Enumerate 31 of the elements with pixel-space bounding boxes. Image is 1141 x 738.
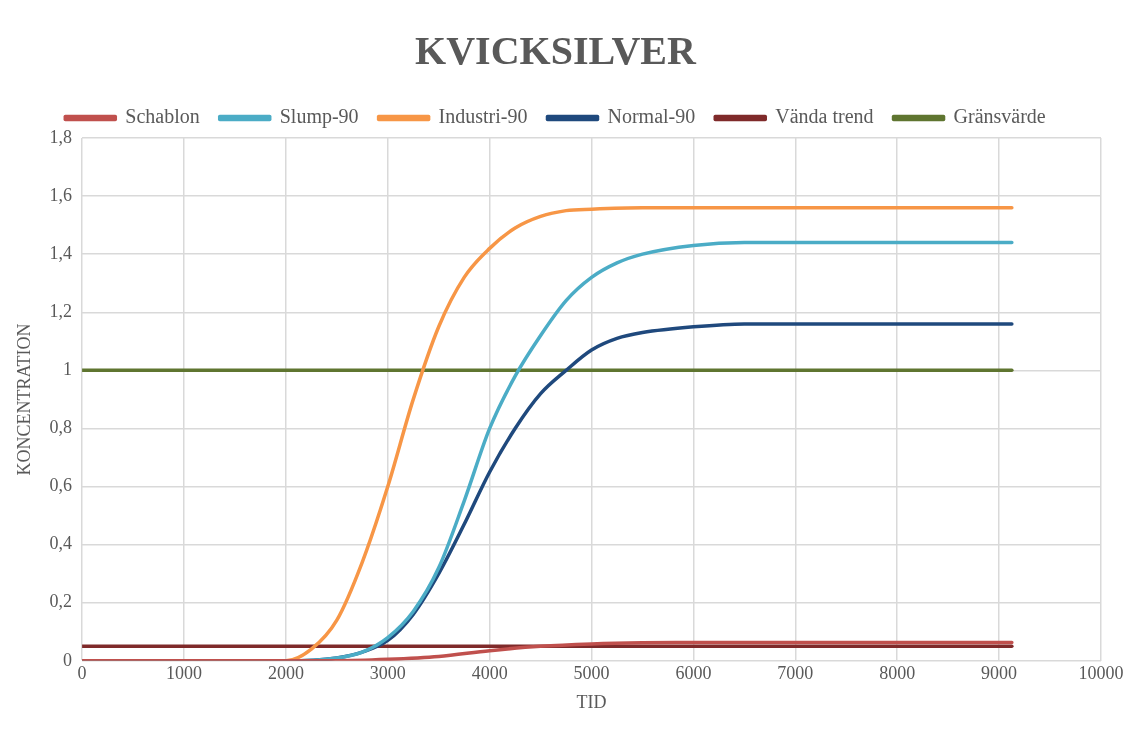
y-tick-label: 0 <box>63 649 73 670</box>
x-tick-label: 1000 <box>165 663 202 684</box>
x-tick-label: 9000 <box>981 663 1018 684</box>
legend-label: Normal-90 <box>607 105 696 128</box>
x-tick-label: 5000 <box>573 663 610 684</box>
legend-label: Gränsvärde <box>953 105 1046 128</box>
legend-label: Schablon <box>125 105 200 128</box>
line-series <box>82 640 1014 661</box>
x-tick-label: 0 <box>77 663 87 684</box>
y-tick-label: 0,2 <box>49 591 73 612</box>
x-tick-label: 6000 <box>675 663 712 684</box>
y-tick-label: 1 <box>63 359 73 380</box>
y-tick-label: 1,2 <box>49 301 73 321</box>
x-axis-title: TID <box>576 691 607 712</box>
legend-label: Slump-90 <box>279 105 359 129</box>
y-axis-title: KONCENTRATION <box>13 323 34 476</box>
x-tick-label: 3000 <box>369 663 406 684</box>
legend-label: Industri-90 <box>438 105 528 128</box>
y-tick-label: 0,4 <box>49 533 73 554</box>
x-tick-label: 10000 <box>1078 663 1124 684</box>
x-tick-label: 2000 <box>267 663 304 684</box>
y-tick-label: 0,8 <box>49 417 73 438</box>
y-tick-label: 1,6 <box>49 184 73 205</box>
y-tick-label: 0,6 <box>49 475 73 496</box>
x-tick-label: 7000 <box>777 663 814 684</box>
y-tick-label: 1,4 <box>49 242 73 263</box>
y-tick-label: 1,8 <box>49 126 73 147</box>
chart-title: KVICKSILVER <box>415 28 698 74</box>
legend-label: Vända trend <box>775 105 874 128</box>
x-tick-label: 4000 <box>471 663 508 684</box>
x-tick-label: 8000 <box>879 663 916 684</box>
